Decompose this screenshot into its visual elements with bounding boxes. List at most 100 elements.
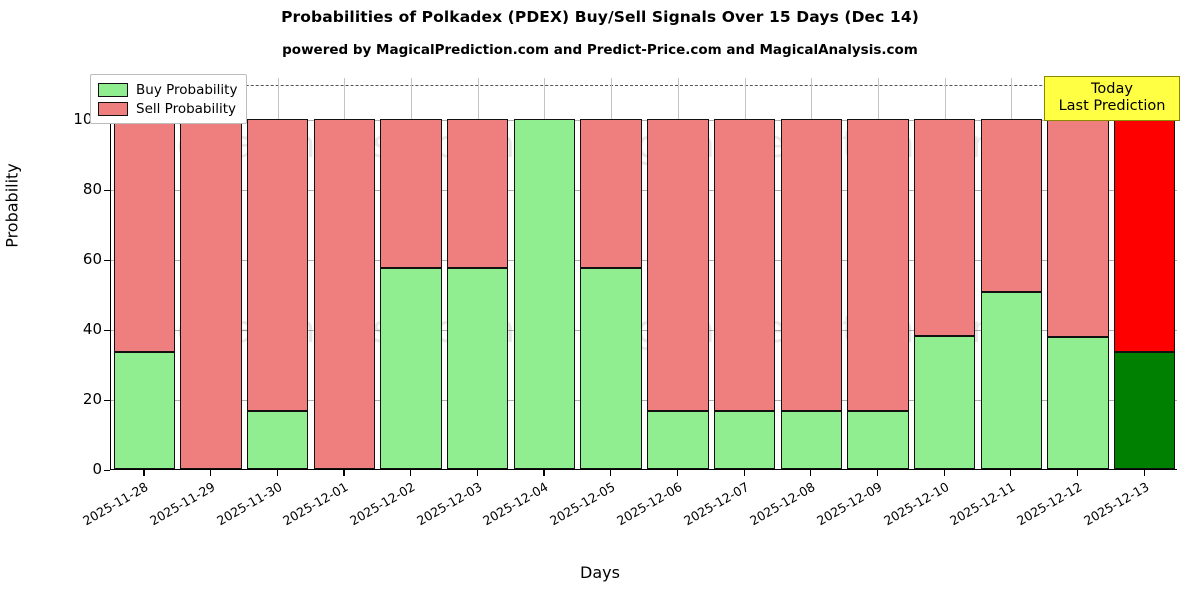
- bar-segment-buy[interactable]: [513, 119, 576, 469]
- x-tick-mark: [1143, 470, 1145, 476]
- bar-segment-sell[interactable]: [380, 119, 442, 268]
- x-tick-label: 2025-12-07: [680, 479, 752, 529]
- y-tick-mark-20: [104, 400, 110, 402]
- x-tick-label: 2025-12-02: [347, 479, 418, 529]
- chart-legend: Buy Probability Sell Probability: [90, 74, 248, 124]
- bar-group[interactable]: [247, 78, 309, 469]
- bar-segment-buy[interactable]: [1113, 351, 1176, 469]
- y-tick-label-0: 0: [92, 460, 102, 478]
- y-tick-label-40: 40: [82, 320, 102, 338]
- legend-swatch-sell-icon: [98, 101, 128, 116]
- bar-group[interactable]: [980, 78, 1042, 469]
- bar-group[interactable]: [447, 78, 509, 469]
- x-tick-label: 2025-12-03: [413, 479, 485, 529]
- y-tick-mark-40: [104, 330, 110, 332]
- page-title: Probabilities of Polkadex (PDEX) Buy/Sel…: [281, 8, 919, 26]
- bar-segment-sell[interactable]: [247, 119, 309, 411]
- legend-label-sell: Sell Probability: [136, 100, 237, 117]
- bar-segment-buy[interactable]: [1047, 336, 1109, 469]
- bar-group[interactable]: [180, 78, 242, 469]
- x-axis-title: Days: [580, 563, 620, 582]
- bar-segment-buy[interactable]: [580, 267, 642, 469]
- bar-segment-buy[interactable]: [247, 410, 309, 469]
- bar-segment-sell[interactable]: [580, 119, 642, 268]
- bar-group[interactable]: [647, 78, 709, 469]
- plot-area: MagicalAnalysis.comMagicalPrediction.com…: [110, 78, 1177, 470]
- gridline-y-80: [111, 190, 1177, 191]
- x-tick-label: 2025-12-11: [947, 479, 1018, 529]
- x-tick-label: 2025-11-29: [147, 479, 218, 529]
- legend-label-buy: Buy Probability: [136, 81, 238, 98]
- bar-segment-buy[interactable]: [447, 267, 509, 469]
- gridline-y-20: [111, 400, 1177, 401]
- reference-line: [111, 85, 1177, 86]
- bar-group[interactable]: [1047, 78, 1109, 469]
- bar-segment-sell[interactable]: [913, 119, 976, 336]
- bar-group[interactable]: [713, 78, 776, 469]
- x-tick-label: 2025-12-08: [747, 479, 818, 529]
- bar-group[interactable]: [913, 78, 976, 469]
- bar-group[interactable]: [313, 78, 376, 469]
- bar-group[interactable]: [580, 78, 642, 469]
- bar-segment-buy[interactable]: [380, 267, 442, 469]
- bar-segment-buy[interactable]: [780, 410, 842, 469]
- bar-segment-sell[interactable]: [647, 119, 709, 411]
- bar-group[interactable]: [380, 78, 442, 469]
- x-tick-mark: [476, 470, 478, 476]
- x-tick-mark: [410, 470, 412, 476]
- bar-segment-sell[interactable]: [447, 119, 509, 268]
- bar-segment-sell[interactable]: [847, 119, 909, 411]
- bar-group[interactable]: [780, 78, 842, 469]
- gridline-y-60: [111, 260, 1177, 261]
- x-tick-label: 2025-12-01: [280, 479, 351, 529]
- bar-segment-buy[interactable]: [980, 292, 1042, 469]
- x-tick-label: 2025-12-13: [1080, 479, 1152, 529]
- legend-swatch-buy-icon: [98, 82, 128, 97]
- x-tick-mark: [543, 470, 545, 476]
- x-tick-label: 2025-12-12: [1014, 479, 1085, 529]
- x-tick-label: 2025-12-05: [547, 479, 618, 529]
- bar-segment-sell[interactable]: [180, 119, 242, 469]
- bar-segment-buy[interactable]: [913, 336, 976, 469]
- bar-group[interactable]: [1113, 78, 1176, 469]
- y-tick-label-20: 20: [82, 390, 102, 408]
- y-tick-mark-60: [104, 260, 110, 262]
- bar-segment-sell[interactable]: [980, 119, 1042, 293]
- today-annotation-line2: Last Prediction: [1058, 98, 1166, 115]
- bar-segment-buy[interactable]: [113, 351, 175, 469]
- bar-group[interactable]: [113, 78, 175, 469]
- x-tick-label: 2025-12-09: [813, 479, 885, 529]
- bar-segment-buy[interactable]: [713, 410, 776, 469]
- bar-segment-sell[interactable]: [780, 119, 842, 411]
- bar-segment-sell[interactable]: [1047, 119, 1109, 337]
- x-tick-mark: [143, 470, 145, 476]
- x-tick-mark: [610, 470, 612, 476]
- y-tick-label-60: 60: [82, 250, 102, 268]
- legend-item-buy: Buy Probability: [98, 80, 237, 99]
- bar-group[interactable]: [847, 78, 909, 469]
- x-tick-label: 2025-12-10: [880, 479, 952, 529]
- x-tick-mark: [943, 470, 945, 476]
- x-tick-mark: [810, 470, 812, 476]
- today-annotation: Today Last Prediction: [1044, 76, 1180, 122]
- bar-segment-sell[interactable]: [1113, 119, 1176, 352]
- bar-segment-sell[interactable]: [713, 119, 776, 411]
- bar-segment-buy[interactable]: [847, 410, 909, 469]
- y-axis-title: Probability: [2, 163, 22, 248]
- x-tick-mark: [276, 470, 278, 476]
- x-tick-label: 2025-11-30: [213, 479, 285, 529]
- x-tick-mark: [210, 470, 212, 476]
- gridline-y-40: [111, 330, 1177, 331]
- x-tick-mark: [1010, 470, 1012, 476]
- x-tick-mark: [343, 470, 345, 476]
- x-tick-label: 2025-12-04: [480, 479, 551, 529]
- legend-item-sell: Sell Probability: [98, 99, 237, 118]
- y-tick-mark-80: [104, 190, 110, 192]
- bar-group[interactable]: [513, 78, 576, 469]
- x-tick-mark: [1076, 470, 1079, 476]
- x-tick-mark: [876, 470, 879, 476]
- bar-segment-sell[interactable]: [113, 119, 175, 352]
- bar-segment-buy[interactable]: [647, 410, 709, 469]
- bar-segment-sell[interactable]: [313, 119, 376, 469]
